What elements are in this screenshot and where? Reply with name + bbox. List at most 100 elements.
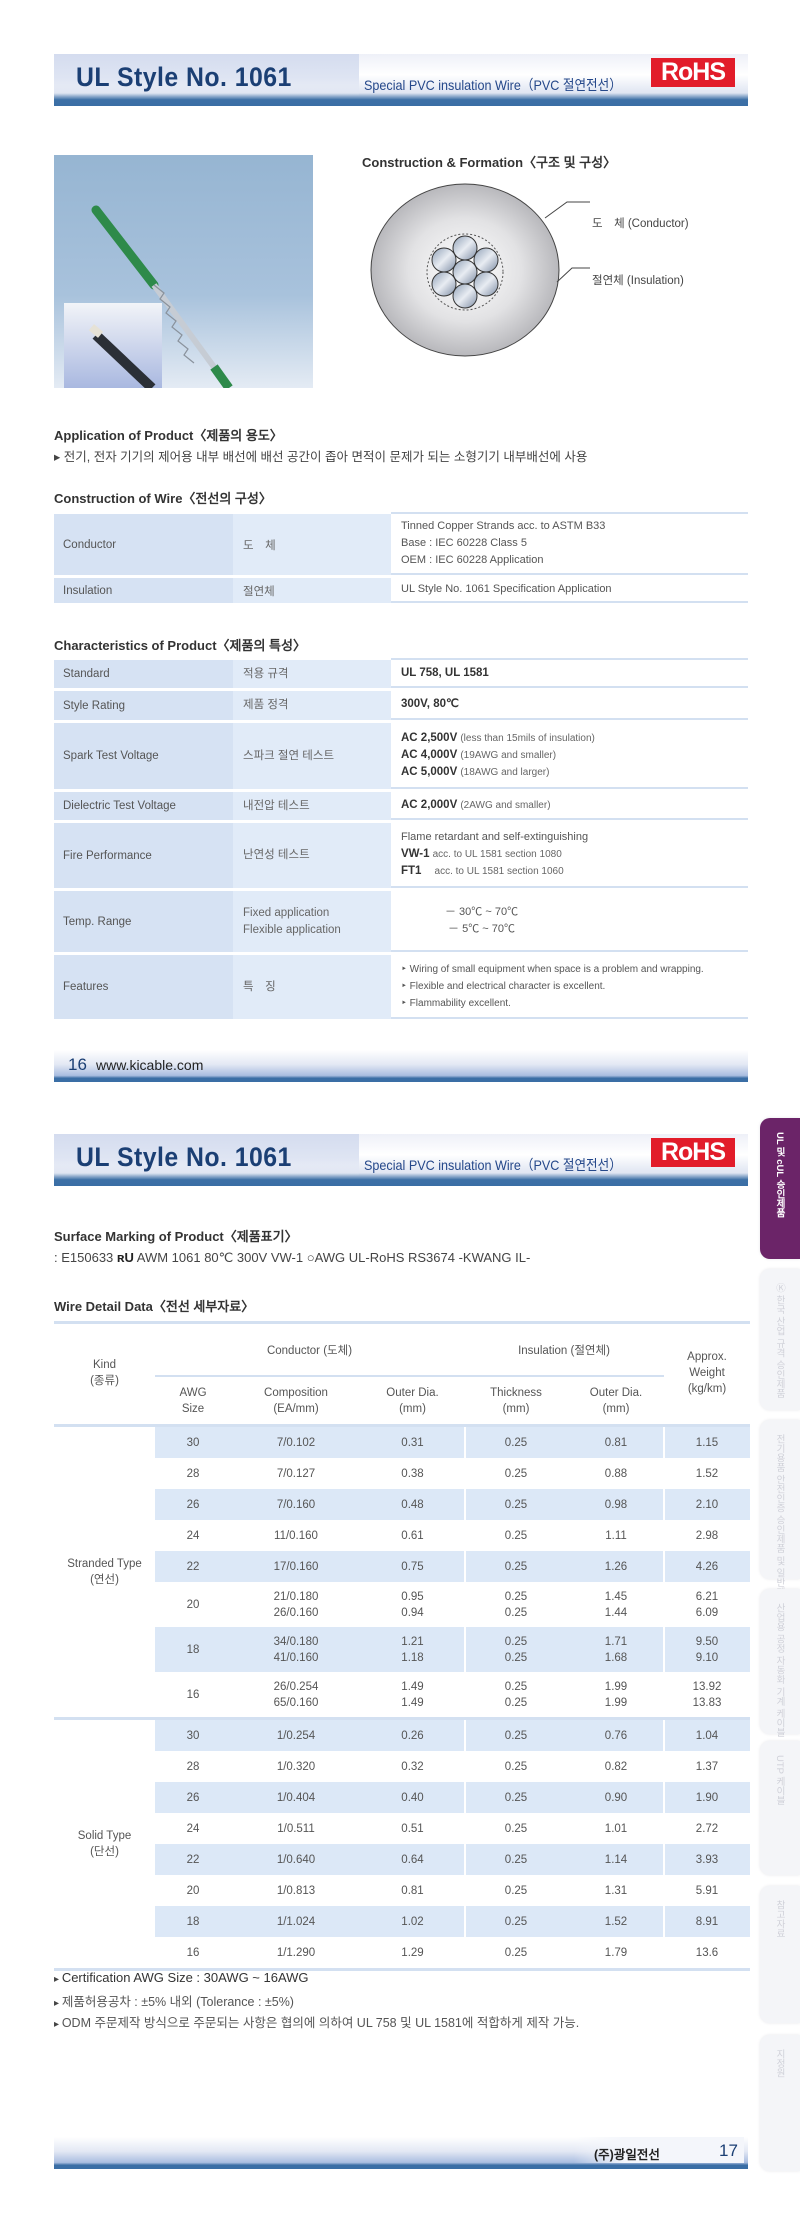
value-bold: UL 758, UL 1581 <box>401 666 489 679</box>
composition-cell-line: 17/0.160 <box>273 1560 319 1573</box>
column-separator <box>464 1489 466 1520</box>
kind-cell: Solid Type (단선) <box>54 1720 155 1968</box>
row-value: Tinned Copper Strands acc. to ASTM B33 Ba… <box>391 514 748 575</box>
side-tab[interactable]: UTP 케이블 <box>760 1741 800 1875</box>
composition-cell: 34/0.180 41/0.160 <box>231 1627 361 1672</box>
table-row <box>155 1782 750 1813</box>
application-title: Application of Product〈제품의 용도〉 <box>54 428 283 443</box>
cond_outer-cell: 0.81 <box>361 1875 464 1906</box>
awg-cell: 24 <box>186 1822 200 1835</box>
composition-cell-line: 41/0.160 <box>273 1651 319 1664</box>
side-tab[interactable]: 전기용품 안전인증 승인제품 및 일반제품 <box>760 1420 800 1606</box>
composition-cell: 1/0.511 <box>231 1813 361 1844</box>
thickness-cell-line: 0.25 <box>504 1853 528 1866</box>
side-tab[interactable]: UL 및 cUL 승인제품 <box>760 1118 800 1259</box>
thickness-cell-line: 0.25 <box>504 1791 528 1804</box>
weight-cell: 4.26 <box>664 1551 750 1582</box>
thickness-cell: 0.25 <box>464 1813 568 1844</box>
ins_outer-cell: 0.82 <box>568 1751 664 1782</box>
construction-formation-title: Construction & Formation〈구조 및 구성〉 <box>362 155 617 170</box>
ins_outer-cell-line: 0.76 <box>604 1729 628 1742</box>
cond_outer-cell: 0.38 <box>361 1458 464 1489</box>
value-line: Flame retardant and self-extinguishing <box>401 829 748 846</box>
ins_outer-cell: 1.11 <box>568 1520 664 1551</box>
cond_outer-cell-line: 0.64 <box>401 1853 424 1866</box>
weight-cell: 1.52 <box>664 1458 750 1489</box>
value-bold: AC 2,500V <box>401 731 458 744</box>
cond_outer-cell: 0.31 <box>361 1427 464 1458</box>
thickness-header-line: Thickness <box>490 1386 542 1399</box>
ins_outer-cell-line: 1.71 <box>604 1635 628 1648</box>
side-tab[interactable]: 참고자료 <box>760 1886 800 2023</box>
thickness-cell: 0.25 <box>464 1906 568 1937</box>
column-separator <box>663 1427 665 1458</box>
ins_outer-cell-line: 1.11 <box>605 1529 627 1542</box>
table-row <box>155 1720 750 1751</box>
composition-cell-line: 1/0.404 <box>276 1791 316 1804</box>
ins_outer-cell: 1.79 <box>568 1937 664 1968</box>
weight-cell-line: 1.15 <box>695 1436 719 1449</box>
wire-photo <box>54 155 313 388</box>
column-separator <box>663 1906 665 1937</box>
weight-cell-line: 13.6 <box>695 1946 719 1959</box>
ins_outer-cell-line: 0.82 <box>604 1760 628 1773</box>
row-label-ko: 스파크 절연 테스트 <box>233 723 391 789</box>
row-label-ko-text: 특 징 <box>243 980 276 993</box>
weight-cell: 1.37 <box>664 1751 750 1782</box>
column-separator <box>464 1906 466 1937</box>
composition-cell-line: 1/0.813 <box>276 1884 316 1897</box>
weight-cell-line: 3.93 <box>695 1853 719 1866</box>
awg-cell: 30 <box>186 1436 200 1449</box>
composition-cell-line: 7/0.102 <box>276 1436 316 1449</box>
ins_outer-cell: 0.81 <box>568 1427 664 1458</box>
row-label-ko-text: 절연체 <box>243 585 275 598</box>
weight-cell: 2.98 <box>664 1520 750 1551</box>
table-row: Insulation 절연체 UL Style No. 1061 Specifica… <box>54 578 748 606</box>
thickness-cell-line: 0.25 <box>504 1590 528 1603</box>
value-line: OEM : IEC 60228 Application <box>401 554 544 566</box>
thickness-cell: 0.25 <box>464 1551 568 1582</box>
weight-cell: 3.93 <box>664 1844 750 1875</box>
cond_outer-cell: 1.29 <box>361 1937 464 1968</box>
composition-cell-line: 11/0.160 <box>274 1529 318 1542</box>
side-tab[interactable]: Ⓚ 한국 산업 규격 승인제품 <box>760 1269 800 1410</box>
cond_outer-cell-line: 1.21 <box>401 1635 424 1648</box>
composition-cell: 7/0.102 <box>231 1427 361 1458</box>
awg-cell: 22 <box>186 1853 200 1866</box>
row-label-en: Standard <box>54 660 233 688</box>
ins_outer-cell: 1.26 <box>568 1551 664 1582</box>
composition-cell: 1/0.813 <box>231 1875 361 1906</box>
cond_outer-cell: 1.49 1.49 <box>361 1672 464 1717</box>
page-title: UL Style No. 1061 <box>76 1142 292 1172</box>
kind-header-line: Kind <box>92 1358 117 1371</box>
row-label-en: Spark Test Voltage <box>54 723 233 789</box>
thickness-cell-line: 0.25 <box>504 1680 528 1693</box>
value-text: ‣ Wiring of small equipment when space i… <box>401 963 704 975</box>
row-label-ko-text: 스파크 절연 테스트 <box>243 749 335 762</box>
side-tab[interactable]: 지정원 <box>760 2035 800 2171</box>
weight-cell-line: 9.10 <box>695 1651 719 1664</box>
column-separator <box>464 1844 466 1875</box>
table-bottom-line <box>54 1968 750 1971</box>
cond_outer-cell-line: 1.29 <box>401 1946 424 1959</box>
column-separator <box>663 1551 665 1582</box>
side-tab[interactable]: 산업용 공정 자동화 기계 케이블 <box>760 1589 800 1737</box>
cond_outer-cell: 0.48 <box>361 1489 464 1520</box>
group-top-line <box>54 1717 750 1720</box>
value-bold: AC 2,000V <box>401 798 458 811</box>
weight-cell: 2.72 <box>664 1813 750 1844</box>
weight-cell: 6.21 6.09 <box>664 1582 750 1627</box>
cond_outer-cell: 0.64 <box>361 1844 464 1875</box>
awg-cell: 28 <box>186 1467 200 1480</box>
company-name: (주)광일전선 <box>594 2148 660 2162</box>
composition-cell-line: 1/0.511 <box>277 1822 315 1835</box>
website-link[interactable]: www.kicable.com <box>96 1057 204 1073</box>
composition-cell: 1/0.320 <box>231 1751 361 1782</box>
cond_outer-cell-line: 0.31 <box>401 1436 424 1449</box>
thickness-cell-line: 0.25 <box>504 1946 528 1959</box>
cond_outer-cell-line: 1.02 <box>401 1915 424 1928</box>
kind-cell-line: Stranded Type <box>67 1558 142 1570</box>
row-label-ko: 도 체 <box>233 514 391 575</box>
side-tab-label: 전기용품 안전인증 승인제품 및 일반제품 <box>774 1434 785 1607</box>
table-row <box>155 1906 750 1937</box>
